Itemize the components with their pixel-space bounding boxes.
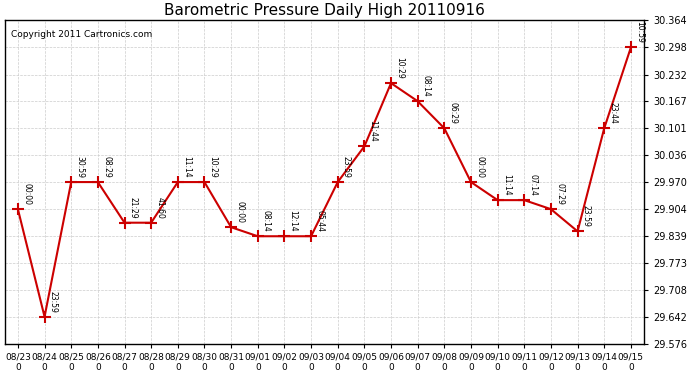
Text: 12:14: 12:14 <box>288 210 297 232</box>
Text: 23:59: 23:59 <box>342 156 351 178</box>
Text: 00:00: 00:00 <box>22 183 31 205</box>
Text: 23:59: 23:59 <box>582 205 591 227</box>
Title: Barometric Pressure Daily High 20110916: Barometric Pressure Daily High 20110916 <box>164 3 485 18</box>
Text: 10:29: 10:29 <box>208 156 217 178</box>
Text: 08:29: 08:29 <box>102 156 111 178</box>
Text: 07:29: 07:29 <box>555 183 564 205</box>
Text: 11:14: 11:14 <box>182 156 191 178</box>
Text: 10:59: 10:59 <box>635 21 644 43</box>
Text: Copyright 2011 Cartronics.com: Copyright 2011 Cartronics.com <box>11 30 152 39</box>
Text: 08:14: 08:14 <box>422 75 431 97</box>
Text: 11:14: 11:14 <box>502 174 511 196</box>
Text: 05:44: 05:44 <box>315 210 324 232</box>
Text: 41:60: 41:60 <box>155 196 164 219</box>
Text: 11:44: 11:44 <box>368 120 377 142</box>
Text: 06:29: 06:29 <box>448 102 457 124</box>
Text: 00:00: 00:00 <box>235 201 244 223</box>
Text: 10:29: 10:29 <box>395 57 404 79</box>
Text: 21:29: 21:29 <box>128 197 138 219</box>
Text: 30:59: 30:59 <box>75 156 84 178</box>
Text: 07:14: 07:14 <box>529 174 538 196</box>
Text: 08:14: 08:14 <box>262 210 271 232</box>
Text: 00:00: 00:00 <box>475 156 484 178</box>
Text: 23:44: 23:44 <box>609 102 618 124</box>
Text: 23:59: 23:59 <box>49 291 58 312</box>
